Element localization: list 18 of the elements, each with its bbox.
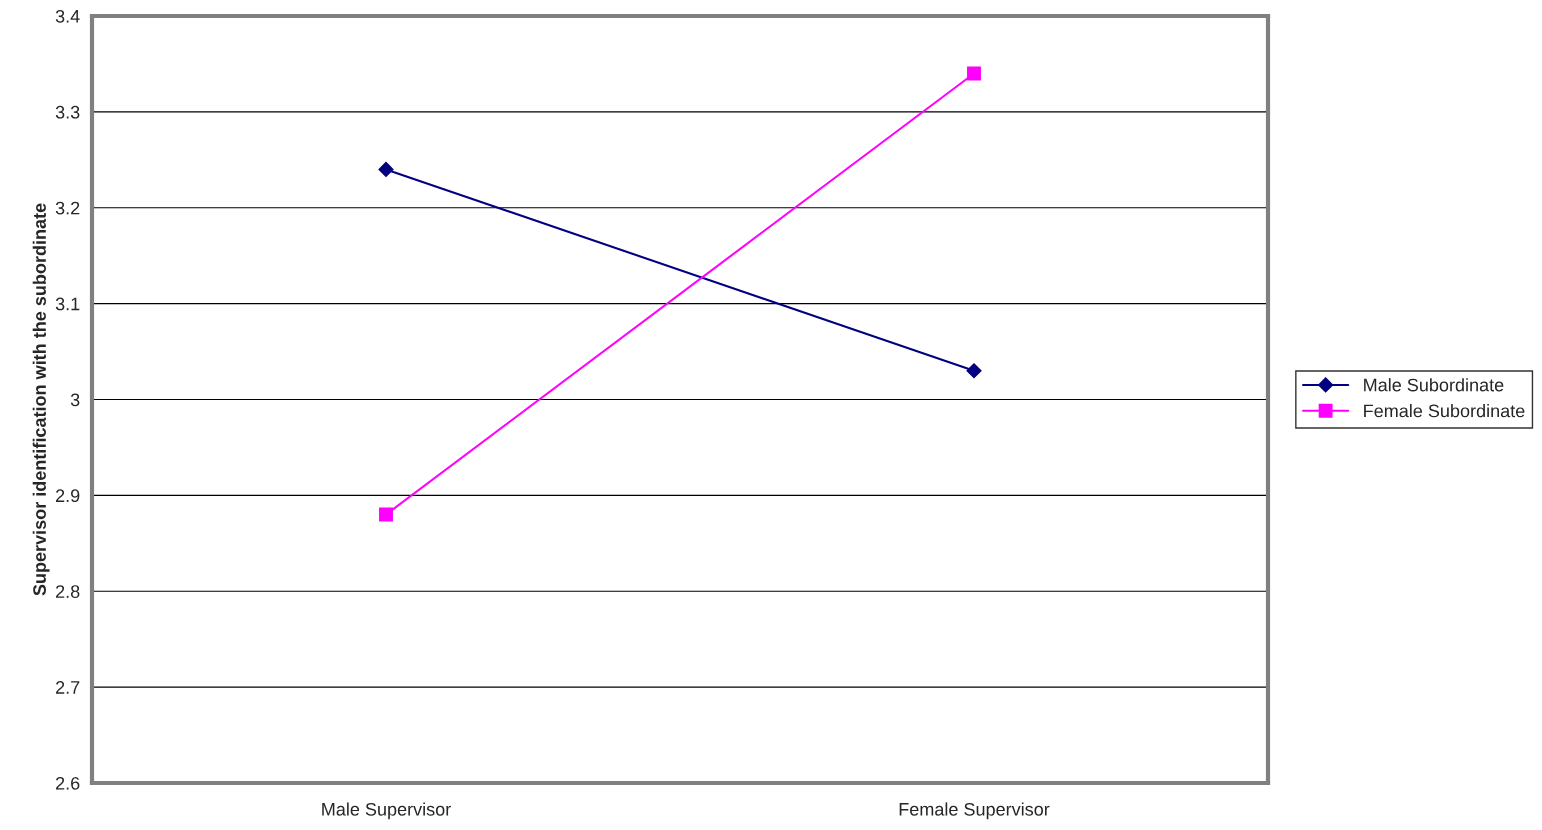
y-tick-label: 2.7 — [56, 681, 80, 694]
legend-label: Female Subordinate — [1364, 404, 1525, 418]
y-tick-label: 3 — [70, 393, 80, 407]
point — [379, 507, 393, 522]
point — [966, 363, 982, 379]
y-tick-label: 2.6 — [56, 776, 80, 790]
x-tick-label: Male Supervisor — [322, 802, 451, 820]
y-tick-label: 3.2 — [55, 201, 80, 215]
y-axis-title: Supervisor identification with the subordinate — [32, 203, 50, 596]
y-tick-label: 3.3 — [55, 105, 80, 119]
y-tick-label: 2.9 — [56, 489, 80, 503]
point — [967, 66, 981, 81]
y-tick-label: 3.4 — [55, 9, 80, 23]
x-tick-label: Female Supervisor — [899, 802, 1050, 820]
point — [378, 161, 394, 177]
y-tick-label: 2.8 — [56, 585, 80, 598]
legend-label: Male Subordinate — [1364, 378, 1504, 392]
y-tick-label: 3.1 — [55, 297, 80, 311]
